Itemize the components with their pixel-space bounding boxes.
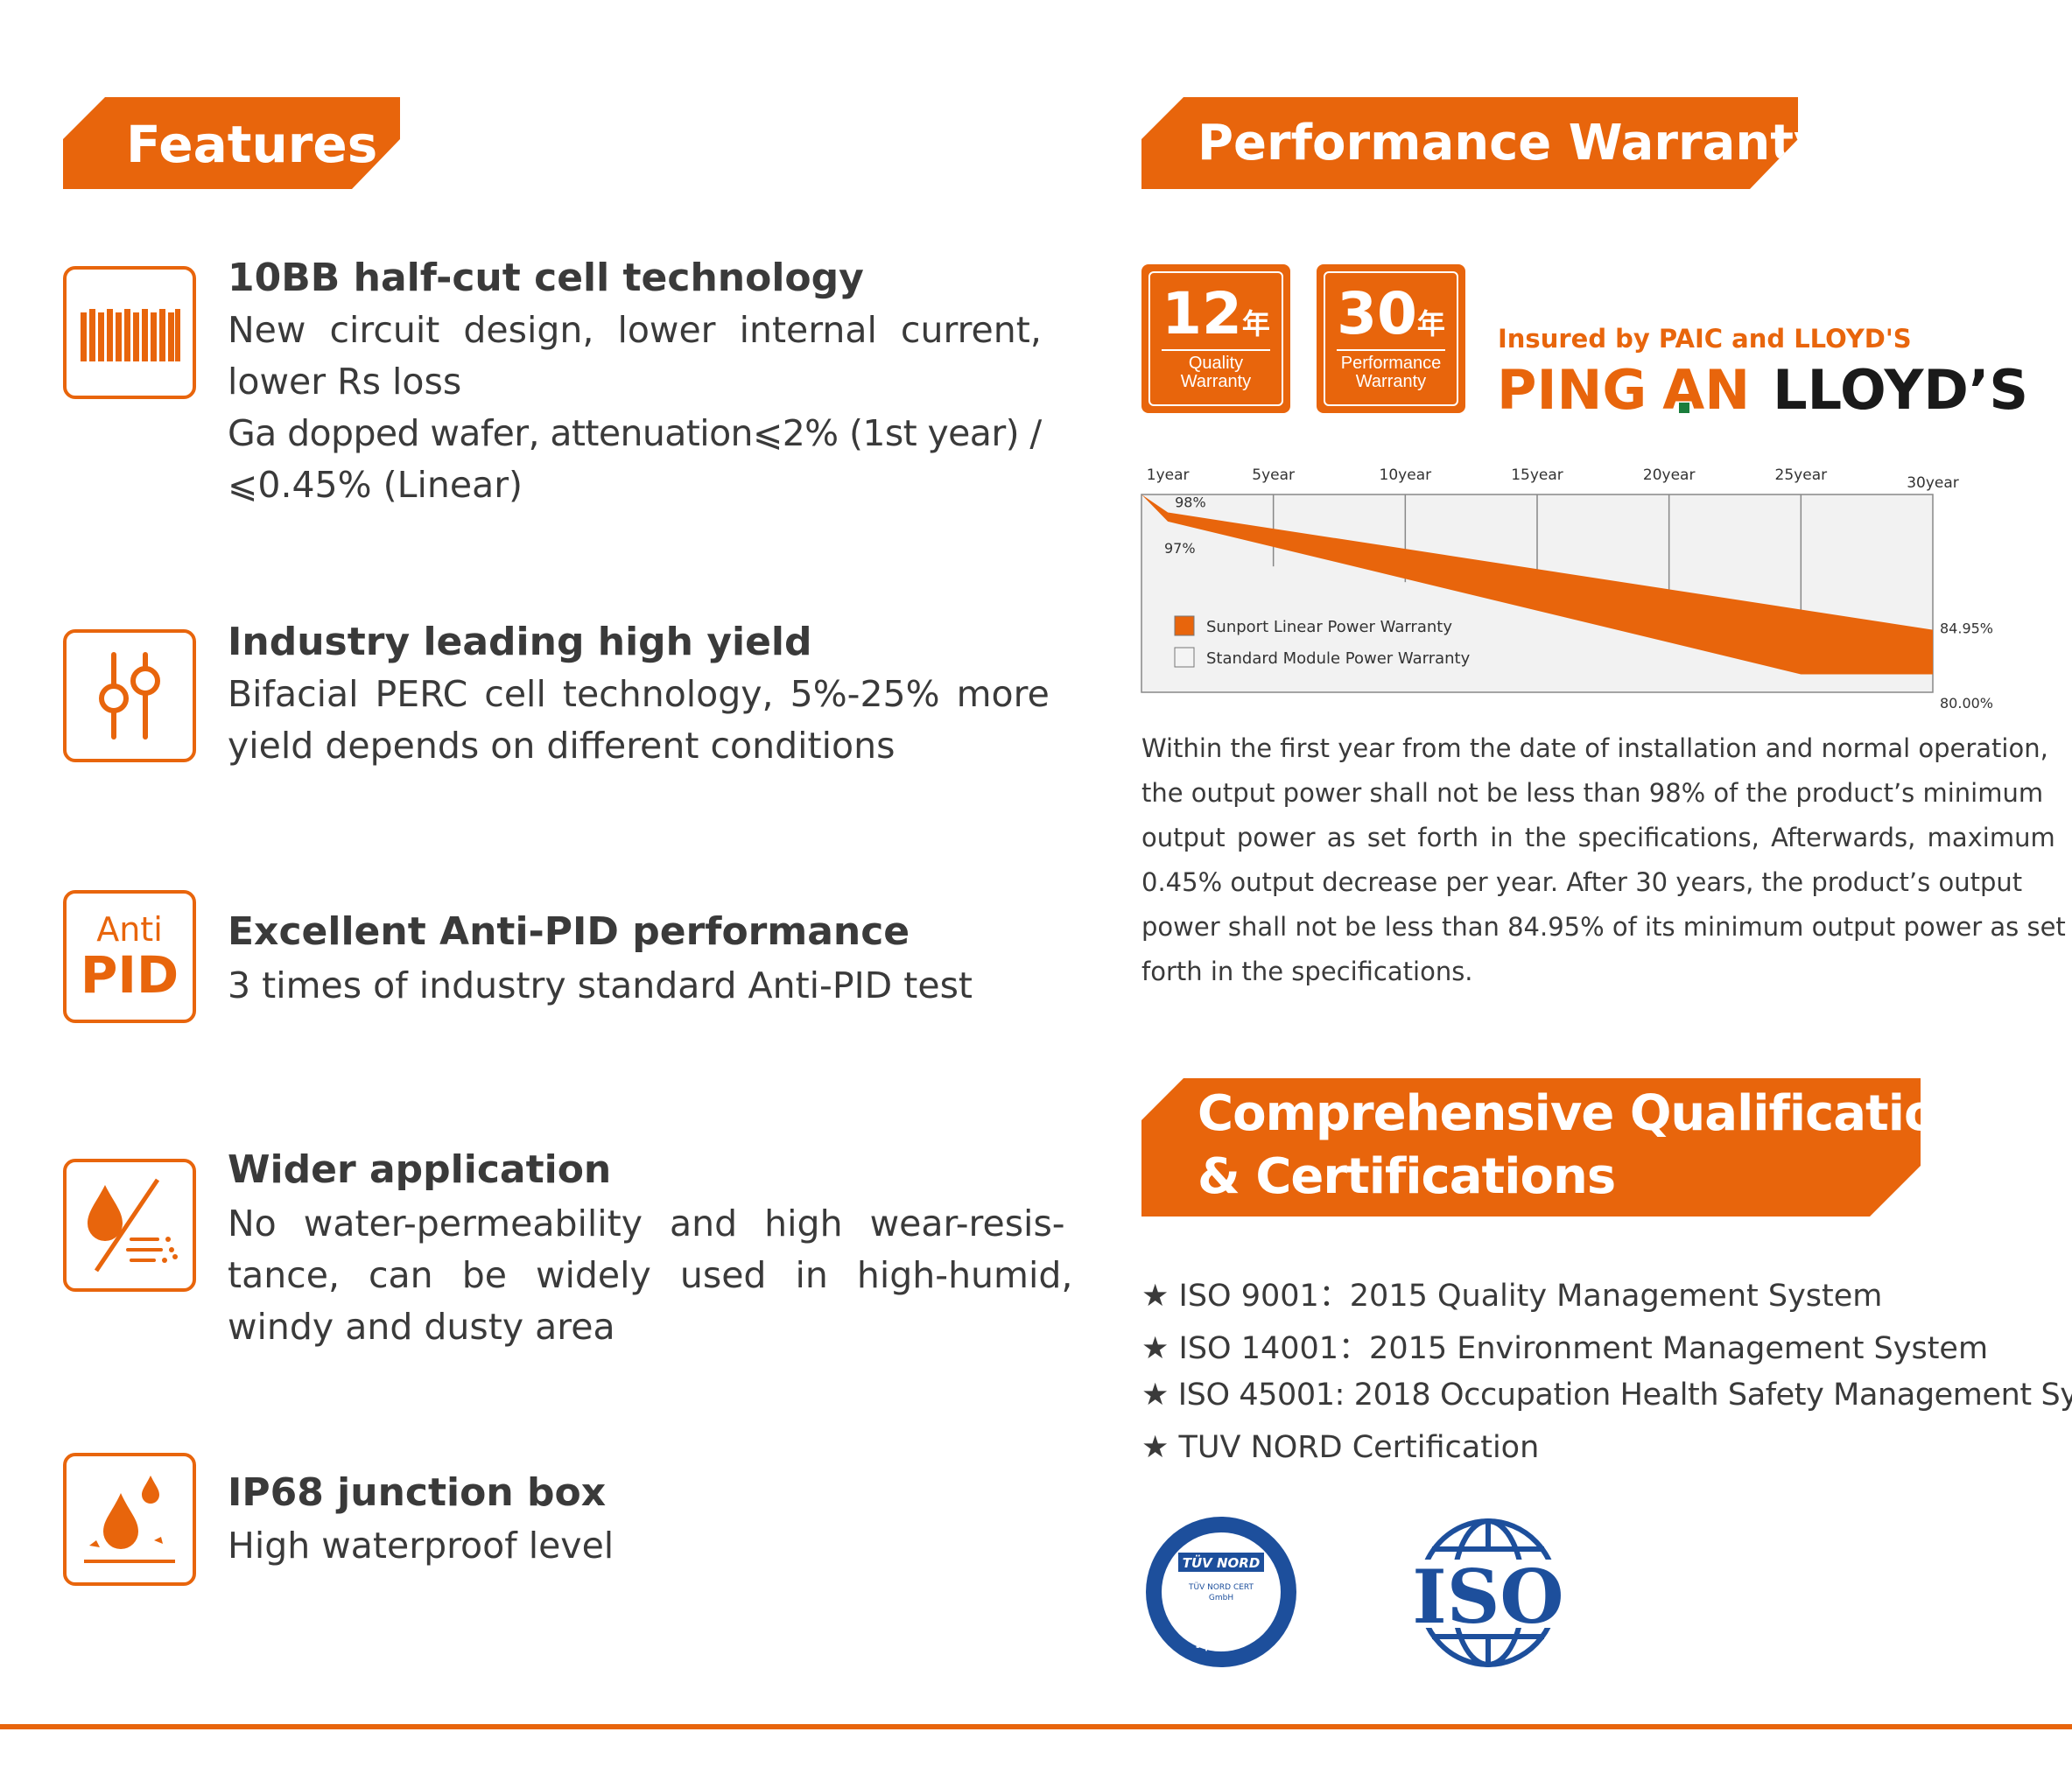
feature-1-line: ⩽0.45% (Linear)	[228, 464, 523, 506]
feature-3-body: 3 times of industry standard Anti-PID te…	[228, 960, 1005, 1012]
features-heading: Features	[126, 115, 378, 174]
yield-sliders-icon	[63, 629, 196, 762]
warranty-line: the output power shall not be less than …	[1141, 778, 2044, 808]
performance-warranty-badge: 30年 Performance Warranty	[1317, 264, 1465, 413]
legend-standard: Standard Module Power Warranty	[1206, 649, 1471, 668]
feature-4-line: tance, can be widely used in high-humid,	[228, 1254, 1073, 1296]
feature-1-line: lower Rs loss	[228, 361, 462, 403]
ping-word: PING	[1497, 358, 1647, 422]
legend-sunport: Sunport Linear Power Warranty	[1206, 618, 1452, 636]
feature-5-body: High waterproof level	[228, 1520, 1005, 1572]
quality-warranty-badge: 12年 Quality Warranty	[1141, 264, 1290, 413]
certifications-heading-line2: & Certifications	[1198, 1148, 1616, 1205]
tuv-nord-logo: TÜV NORD TÜV NORD CERT GmbH Type Tested	[1146, 1517, 1296, 1667]
tuv-gmbh-line: GmbH	[1209, 1594, 1233, 1602]
feature-1-title: 10BB half-cut cell technology	[228, 256, 864, 300]
feature-4-body: No water-permeability and high wear-resi…	[228, 1198, 1073, 1353]
features-banner: Features	[63, 97, 400, 189]
tuv-brand: TÜV NORD	[1183, 1554, 1261, 1571]
feature-2-line: Bifacial PERC cell technology, 5%-25% mo…	[228, 673, 1050, 715]
half-cut-cell-icon	[63, 266, 196, 399]
x-tick-label: 5year	[1252, 466, 1295, 484]
badge-line2: Warranty	[1180, 372, 1252, 391]
warranty-line: power shall not be less than 84.95% of i…	[1141, 912, 2066, 942]
warranty-chart: 1year 5year 10year 15year 20year 25year 30year…	[1141, 466, 1993, 712]
badge-line1: Quality	[1188, 354, 1244, 373]
warranty-line: 0.45% output decrease per year. After 30…	[1141, 867, 2023, 897]
pingan-green-mark	[1679, 403, 1689, 413]
cert-item: ★ ISO 45001: 2018 Occupation Health Safe…	[1141, 1378, 2072, 1413]
warranty-paragraph: Within the first year from the date of i…	[1141, 726, 2066, 994]
x-tick-label: 10year	[1380, 466, 1432, 484]
badge-number: 12	[1162, 280, 1242, 347]
feature-4-line: windy and dusty area	[228, 1306, 615, 1348]
warranty-banner: Performance Warranty	[1141, 97, 1798, 189]
warranty-heading: Performance Warranty	[1198, 115, 1826, 172]
feature-3-line: 3 times of industry standard Anti-PID te…	[228, 964, 973, 1006]
pingan-lloyds-logo: PING AN LLOYD’S	[1497, 359, 2028, 422]
certifications-heading-line1: Comprehensive Qualifications	[1198, 1085, 1999, 1142]
anti-pid-icon: Anti PID	[63, 890, 196, 1023]
feature-2-body: Bifacial PERC cell technology, 5%-25% mo…	[228, 669, 1050, 772]
anti-label: Anti	[96, 910, 163, 949]
insured-by-text: Insured by PAIC and LLOYD'S	[1498, 324, 1912, 354]
feature-2-line: yield depends on different conditions	[228, 725, 896, 767]
tuv-cert-line: TÜV NORD CERT	[1188, 1582, 1254, 1592]
feature-1-line: New circuit design, lower internal curre…	[228, 309, 1042, 351]
badge-line1: Performance	[1340, 354, 1442, 373]
certifications-banner: Comprehensive Qualifications & Certifica…	[1141, 1078, 1921, 1217]
cert-item: ★ ISO 14001：2015 Environment Management …	[1141, 1331, 1989, 1366]
feature-5-title: IP68 junction box	[228, 1470, 607, 1515]
cert-item: ★ ISO 9001：2015 Quality Management Syste…	[1141, 1279, 1883, 1314]
feature-2-title: Industry leading high yield	[228, 620, 812, 664]
water-wind-icon	[63, 1159, 196, 1292]
lloyds-word: LLOYD’S	[1773, 358, 2029, 422]
feature-1-body: New circuit design, lower internal curre…	[228, 305, 1042, 511]
pid-label: PID	[80, 945, 179, 1005]
an-word: AN	[1662, 358, 1751, 422]
badge-unit: 年	[1241, 308, 1270, 340]
x-tick-label: 25year	[1775, 466, 1828, 484]
warranty-line: forth in the specifications.	[1141, 957, 1473, 986]
feature-5-line: High waterproof level	[228, 1525, 615, 1567]
iso-logo: ISO	[1401, 1518, 1576, 1667]
badge-unit: 年	[1416, 308, 1445, 340]
badge-number: 30	[1337, 280, 1417, 347]
chart-annotation: 84.95%	[1940, 621, 1993, 637]
x-tick-label: 20year	[1643, 466, 1696, 484]
badge-line2: Warranty	[1355, 372, 1427, 391]
waterproof-drops-icon	[63, 1453, 196, 1586]
iso-text: ISO	[1412, 1553, 1563, 1640]
cert-item: ★ TUV NORD Certification	[1141, 1430, 1540, 1465]
chart-annotation: 97%	[1164, 540, 1196, 557]
feature-4-title: Wider application	[228, 1147, 612, 1192]
feature-4-line: No water-permeability and high wear-resi…	[228, 1203, 1065, 1245]
x-tick-label: 1year	[1147, 466, 1190, 484]
feature-3-title: Excellent Anti-PID performance	[228, 909, 910, 954]
sunport-warranty-area	[1141, 494, 1933, 675]
chart-annotation: 80.00%	[1940, 695, 1993, 712]
x-tick-label: 30year	[1907, 474, 1959, 492]
warranty-line: Within the first year from the date of i…	[1141, 733, 2048, 763]
feature-1-line: Ga dopped wafer, attenuation⩽2% (1st yea…	[228, 412, 1042, 454]
x-tick-label: 15year	[1511, 466, 1563, 484]
bottom-divider	[0, 1724, 2072, 1729]
chart-annotation: 98%	[1175, 494, 1206, 511]
warranty-line: output power as set forth in the specifi…	[1141, 823, 2055, 852]
